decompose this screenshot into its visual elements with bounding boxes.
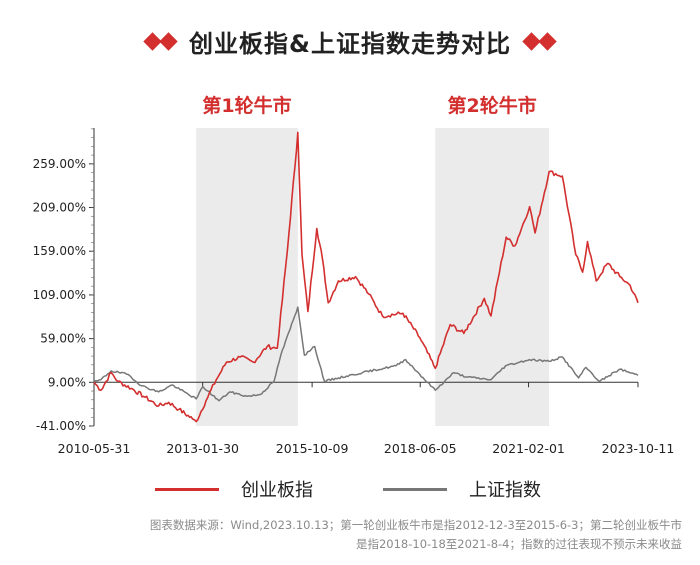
y-tick-label: 9.00% [48, 375, 86, 389]
legend-label: 创业板指 [241, 480, 313, 501]
y-tick-label: 209.00% [33, 201, 86, 215]
footnote: 图表数据来源：Wind,2023.10.13；第一轮创业板牛市是指2012-12… [82, 516, 682, 554]
legend-item-series2: 上证指数 [383, 476, 541, 502]
x-tick-label: 2023-10-11 [602, 441, 675, 456]
legend-swatch-gray [383, 487, 447, 491]
shaded-region-label: 第2轮牛市 [448, 94, 537, 117]
shaded-region-label: 第1轮牛市 [202, 94, 291, 117]
y-tick-label: 109.00% [33, 288, 86, 302]
y-tick-label: 159.00% [33, 244, 86, 258]
title-bar: 创业板指&上证指数走势对比 [0, 18, 700, 64]
x-tick-label: 2021-02-01 [492, 441, 565, 456]
footnote-line-1: 图表数据来源：Wind,2023.10.13；第一轮创业板牛市是指2012-12… [149, 518, 682, 532]
line-chart: 第1轮牛市 第2轮牛市 -41.00% 9.00% 59.00% 109.00% 159.0… [33, 94, 675, 456]
footnote-line-2: 是指2018-10-18至2021-8-4；指数的过往表现不预示未来收益 [355, 537, 682, 551]
y-tick-label: 59.00% [40, 332, 86, 346]
legend-label: 上证指数 [469, 480, 541, 501]
legend: 创业板指 上证指数 [0, 470, 700, 502]
y-tick-label: 259.00% [33, 157, 86, 171]
series-line-chinext [93, 131, 639, 423]
legend-swatch-red [155, 487, 219, 491]
legend-item-series1: 创业板指 [155, 476, 313, 502]
series-line-sse [93, 306, 639, 402]
shaded-region [196, 128, 298, 426]
shaded-region [435, 128, 550, 426]
x-tick-label: 2015-10-09 [276, 441, 349, 456]
page-title: 创业板指&上证指数走势对比 [189, 29, 511, 58]
y-tick-label: -41.00% [36, 419, 86, 433]
x-tick-label: 2013-01-30 [166, 441, 239, 456]
x-tick-label: 2018-06-05 [384, 441, 457, 456]
x-tick-label: 2010-05-31 [58, 441, 131, 456]
